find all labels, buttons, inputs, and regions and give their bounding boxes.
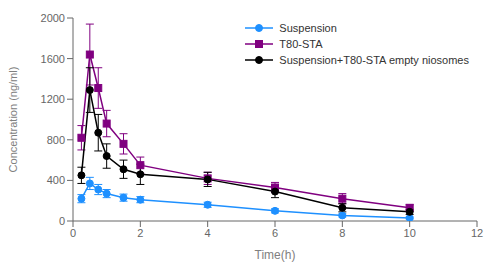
html-text:Suspension+T80-STA empty nioso: Suspension+T80-STA empty niosomes	[279, 54, 469, 66]
svg-text:2: 2	[137, 227, 143, 239]
svg-text:12: 12	[471, 227, 483, 239]
svg-text:Concentration (ng/ml): Concentration (ng/ml)	[8, 67, 19, 173]
svg-text:2000: 2000	[41, 12, 65, 24]
svg-text:1600: 1600	[41, 53, 65, 65]
svg-text:1200: 1200	[41, 93, 65, 105]
svg-text:0: 0	[70, 227, 76, 239]
svg-text:400: 400	[47, 174, 65, 186]
html-text:Suspension: Suspension	[279, 22, 337, 34]
svg-text:0: 0	[59, 215, 65, 227]
svg-text:4: 4	[205, 227, 211, 239]
svg-text:6: 6	[272, 227, 278, 239]
svg-text:Time(h): Time(h)	[255, 248, 296, 262]
svg-text:8: 8	[339, 227, 345, 239]
svg-text:800: 800	[47, 134, 65, 146]
svg-text:10: 10	[404, 227, 416, 239]
html-text:T80-STA: T80-STA	[279, 38, 323, 50]
